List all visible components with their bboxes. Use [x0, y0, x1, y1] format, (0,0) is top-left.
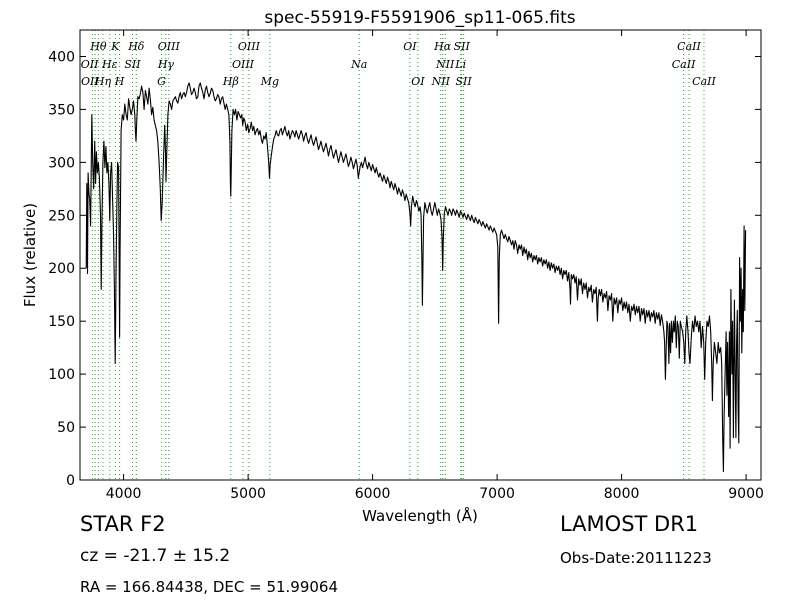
y-tick-label-5: 250: [48, 208, 75, 224]
spectral-line-label-8: CaII: [677, 40, 701, 53]
spectral-line-label-22: Hβ: [222, 75, 239, 88]
spectral-line-label-21: G: [157, 75, 166, 88]
x-tick-label-1: 5000: [230, 486, 266, 502]
x-tick-label-5: 9000: [728, 486, 764, 502]
spectral-line-label-16: Li: [454, 58, 466, 71]
y-tick-label-0: 0: [66, 473, 75, 489]
survey-name: LAMOST DR1: [560, 512, 699, 536]
spectral-line-label-3: OIII: [158, 40, 181, 53]
spectral-line-label-25: NII: [431, 75, 451, 88]
spectral-line-label-14: Na: [350, 58, 367, 71]
x-tick-label-4: 8000: [604, 486, 640, 502]
y-tick-label-2: 100: [48, 367, 75, 383]
y-tick-label-1: 50: [57, 420, 75, 436]
y-tick-label-4: 200: [48, 261, 75, 277]
spectral-line-label-27: CaII: [692, 75, 716, 88]
axis-ticks: 4000 5000 6000 7000 8000 9000 0 50 100 150 200 250 3…: [48, 30, 764, 502]
spectral-line-label-12: Hγ: [157, 58, 175, 71]
spectral-line-label-0: Hθ: [89, 40, 107, 53]
x-axis-label: Wavelength (Å): [362, 506, 478, 525]
spectral-line-label-6: Hα: [433, 40, 452, 53]
sky-coordinates: RA = 166.84438, DEC = 51.99064: [80, 578, 339, 596]
spectrum-series-line-0: [85, 82, 747, 473]
spectral-line-label-11: SII: [124, 58, 141, 71]
spectral-line-label-26: SII: [455, 75, 472, 88]
spectral-line-label-4: OIII: [238, 40, 261, 53]
y-tick-label-8: 400: [48, 50, 75, 66]
y-tick-label-7: 350: [48, 102, 75, 118]
y-tick-label-6: 300: [48, 155, 75, 171]
redshift-value: cz = -21.7 ± 15.2: [80, 546, 231, 566]
spectral-line-label-7: SII: [454, 40, 471, 53]
spectral-line-label-2: Hδ: [127, 40, 145, 53]
spectral-line-label-23: Mg: [260, 75, 279, 88]
x-tick-label-2: 6000: [355, 486, 391, 502]
chart-title: spec-55919-F5591906_sp11-065.fits: [264, 8, 575, 28]
spectral-line-label-15: NII: [435, 58, 455, 71]
axes-frame: [79, 29, 762, 481]
spectral-line-label-9: OII: [81, 58, 99, 71]
spectral-line-label-19: Hη: [94, 75, 112, 88]
spectral-line-label-5: OI: [403, 40, 417, 53]
spectral-line-label-10: Hε: [101, 58, 118, 71]
y-tick-label-3: 150: [48, 314, 75, 330]
spectral-line-label-17: CaII: [672, 58, 696, 71]
observation-date: Obs-Date:20111223: [560, 549, 712, 567]
spectral-line-label-20: H: [114, 75, 125, 88]
spectral-line-label-24: OI: [411, 75, 425, 88]
plot-area: [85, 82, 747, 473]
spectral-line-markers: [91, 30, 705, 480]
x-tick-label-3: 7000: [479, 486, 515, 502]
object-class: STAR F2: [80, 512, 166, 536]
spectral-line-label-1: K: [110, 40, 120, 53]
spectral-line-label-18: OII: [81, 75, 99, 88]
y-axis-label: Flux (relative): [21, 203, 39, 307]
x-tick-label-0: 4000: [106, 486, 142, 502]
spectral-line-label-13: OIII: [232, 58, 255, 71]
